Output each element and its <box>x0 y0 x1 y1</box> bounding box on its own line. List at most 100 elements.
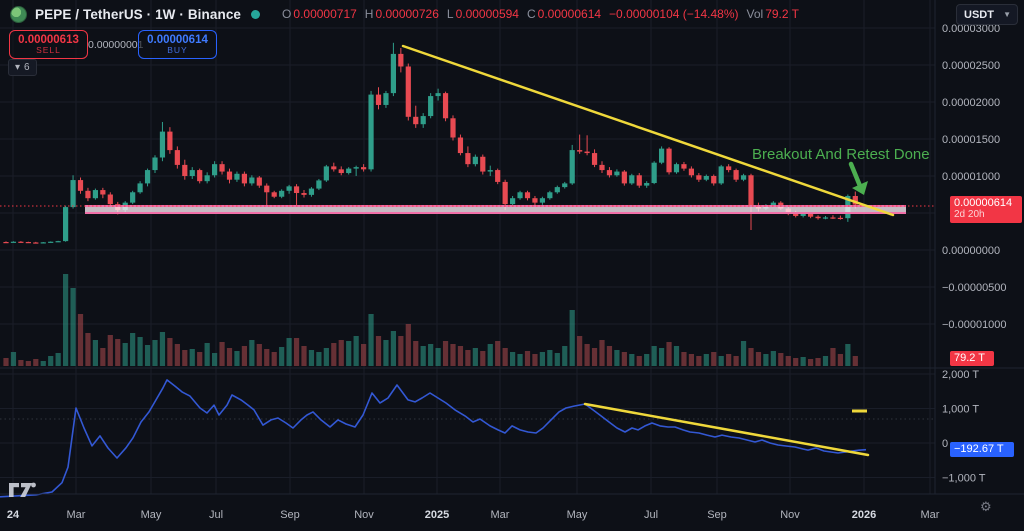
volume-bar <box>241 346 247 366</box>
sell-button[interactable]: 0.00000613 SELL <box>9 30 88 59</box>
market-status-dot-icon <box>251 9 261 19</box>
time-axis-label[interactable]: 24 <box>7 509 20 521</box>
buy-price: 0.00000614 <box>147 34 208 46</box>
high-key: H <box>364 7 374 21</box>
volume-bar <box>375 336 382 366</box>
candle-body <box>219 164 225 172</box>
time-axis-label[interactable]: Nov <box>780 509 800 521</box>
price-axis-label[interactable]: 0.00001500 <box>942 134 1000 146</box>
candle-body <box>271 192 277 197</box>
candle-body <box>457 137 464 154</box>
volume-bar <box>271 352 277 366</box>
candle-body <box>3 242 9 244</box>
candle-body <box>822 217 829 219</box>
tradingview-logo[interactable] <box>8 474 42 498</box>
price-axis-label[interactable]: 0.00003000 <box>942 23 1000 35</box>
indicator-axis-label[interactable]: 0 <box>942 438 948 450</box>
symbol-header: PEPE / TetherUS · 1W · Binance O 0.000007… <box>0 0 799 28</box>
time-axis-label[interactable]: Jul <box>209 509 223 521</box>
parallel-channel-fill[interactable] <box>85 206 906 213</box>
price-axis-label[interactable]: −0.00001000 <box>942 319 1007 331</box>
candle-body <box>33 242 39 244</box>
volume-bar <box>3 358 9 366</box>
time-axis-label[interactable]: May <box>141 509 162 521</box>
candle-body <box>450 118 456 138</box>
volume-bar <box>77 314 84 366</box>
volume-bar <box>778 353 784 366</box>
arrow-head-icon[interactable] <box>852 181 868 195</box>
time-axis-label[interactable]: Mar <box>67 509 86 521</box>
timeaxis-settings-gear-icon[interactable]: ⚙ <box>980 500 992 515</box>
candle-body <box>636 175 642 186</box>
price-axis-label[interactable]: 0.00001000 <box>942 171 1000 183</box>
price-axis-label[interactable]: 0.00002000 <box>942 97 1000 109</box>
indicator-axis-label[interactable]: −1,000 T <box>942 473 986 485</box>
price-axis-label[interactable]: 0.00002500 <box>942 60 1000 72</box>
volume-bar <box>517 354 523 366</box>
time-axis-label[interactable]: Mar <box>491 509 510 521</box>
candle-body <box>584 151 590 154</box>
candle-body <box>234 173 240 180</box>
symbol-title[interactable]: PEPE / TetherUS · 1W · Binance <box>35 6 242 22</box>
candle-body <box>718 166 724 184</box>
time-axis-label[interactable]: Sep <box>707 509 727 521</box>
price-axis-label[interactable]: −0.00000500 <box>942 282 1007 294</box>
time-axis-label[interactable]: Nov <box>354 509 374 521</box>
indicator-trendline[interactable] <box>583 402 870 457</box>
candle-body <box>770 202 776 206</box>
high-value: 0.00000726 <box>375 7 439 21</box>
volume-value: 79.2 T <box>765 7 799 21</box>
volume-bar <box>510 352 516 366</box>
candle-body <box>286 186 292 191</box>
time-axis-label[interactable]: Mar <box>921 509 940 521</box>
close-value: 0.00000614 <box>537 7 602 21</box>
buy-label: BUY <box>167 45 188 56</box>
volume-bar <box>92 340 98 366</box>
time-axis-label[interactable]: Sep <box>280 509 300 521</box>
candle-body <box>815 216 821 219</box>
indicator-axis-label[interactable]: 2,000 T <box>942 369 979 381</box>
volume-bar <box>33 359 39 366</box>
candle-body <box>316 180 322 189</box>
volume-bar <box>487 344 493 366</box>
volume-bar <box>420 346 426 366</box>
candle-body <box>398 53 404 67</box>
indicator-axis-label[interactable]: 1,000 T <box>942 404 979 416</box>
candle-body <box>688 168 694 176</box>
volume-bar <box>219 342 225 366</box>
volume-bar <box>107 335 113 366</box>
candle-body <box>793 213 799 216</box>
time-axis-label[interactable]: May <box>567 509 588 521</box>
candle-body <box>435 93 441 97</box>
volume-bar <box>837 354 843 366</box>
volume-bar <box>256 344 262 366</box>
volume-bar <box>688 354 694 366</box>
candle-body <box>383 93 389 105</box>
time-axis-label[interactable]: 2025 <box>425 509 449 521</box>
volume-bar <box>212 353 218 366</box>
candle-body <box>323 166 329 181</box>
breakout-annotation[interactable]: Breakout And Retest Done <box>752 146 930 163</box>
volume-bar <box>666 342 672 366</box>
time-axis-label[interactable]: 2026 <box>852 509 876 521</box>
last-price-badge: 0.00000614 2d 20h <box>950 196 1022 223</box>
volume-bar <box>413 341 419 366</box>
volume-bar <box>405 324 411 366</box>
volume-bar <box>450 344 456 366</box>
collapsed-indicators-chip[interactable]: ▾ 6 <box>8 59 37 76</box>
time-axis-label[interactable]: Jul <box>644 509 658 521</box>
buy-button[interactable]: 0.00000614 BUY <box>138 30 217 59</box>
volume-bar <box>25 361 31 366</box>
pepe-logo-icon <box>10 5 27 23</box>
arrow-shaft[interactable] <box>848 161 863 189</box>
main-trendline[interactable] <box>401 44 895 217</box>
price-axis-label[interactable]: 0.00000000 <box>942 245 1000 257</box>
candle-body <box>107 194 113 205</box>
candle-body <box>137 183 143 193</box>
volume-bar <box>167 338 173 366</box>
currency-dropdown[interactable]: USDT ▼ <box>956 4 1018 25</box>
candle-body <box>711 176 717 184</box>
volume-bar <box>822 356 829 366</box>
